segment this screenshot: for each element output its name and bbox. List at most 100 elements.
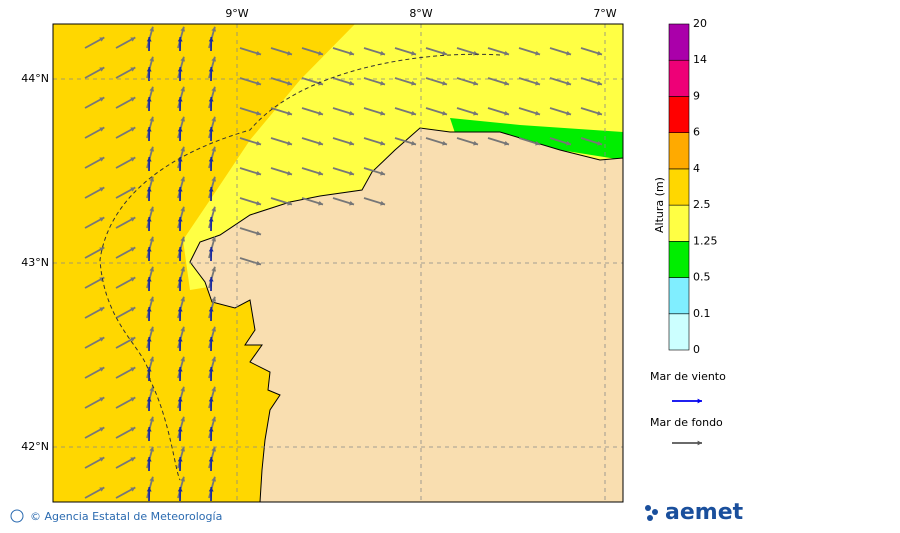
arrow-head	[146, 397, 152, 402]
arrow-head	[146, 97, 152, 102]
colorbar-label: 2.5	[693, 198, 711, 211]
arrow-head	[566, 50, 572, 56]
arrow-head	[211, 86, 217, 92]
arrow-head	[287, 200, 293, 206]
arrow-head	[146, 487, 152, 492]
arrow-head	[180, 446, 186, 452]
colorbar-label: 0.1	[693, 307, 711, 320]
arrow-head	[566, 140, 572, 146]
arrow-head	[177, 67, 183, 72]
lat-label: 43°N	[21, 256, 49, 269]
arrow-head	[597, 140, 603, 146]
arrow-head	[208, 457, 214, 462]
arrow-head	[208, 67, 214, 72]
arrow-head	[149, 326, 155, 332]
arrow-head	[180, 146, 186, 152]
arrow-head	[99, 217, 105, 222]
arrow-head	[99, 187, 105, 192]
arrow-head	[130, 277, 136, 282]
arrow-head	[180, 416, 186, 422]
arrow-head	[180, 86, 186, 92]
arrow-head	[211, 476, 217, 482]
arrow-head	[99, 367, 105, 372]
arrow-head	[177, 487, 183, 492]
arrow-head	[208, 217, 214, 222]
arrow-head	[256, 170, 262, 176]
arrow-head	[597, 50, 603, 56]
arrow-head	[146, 217, 152, 222]
arrow-head	[177, 307, 183, 312]
legend-label: Mar de viento	[650, 370, 726, 383]
arrow-head	[208, 187, 214, 192]
arrow-head	[318, 50, 324, 56]
arrow-head	[130, 157, 136, 162]
arrow-head	[211, 236, 217, 242]
colorbar-swatch	[668, 96, 690, 133]
arrow-head	[146, 307, 152, 312]
arrow-head	[99, 67, 105, 72]
arrow-head	[349, 200, 355, 206]
colorbar-label: 20	[693, 17, 707, 30]
arrow-head	[208, 307, 214, 312]
arrow-head	[211, 296, 217, 302]
arrow-head	[349, 50, 355, 56]
arrow-head	[211, 416, 217, 422]
arrow-head	[380, 170, 386, 176]
logo-mark	[645, 505, 658, 521]
colorbar-swatch	[668, 23, 690, 61]
map	[53, 24, 623, 502]
colorbar-swatch	[668, 168, 690, 206]
colorbar-swatch	[668, 132, 690, 170]
arrow-head	[697, 440, 702, 446]
arrow-head	[180, 266, 186, 272]
arrow-head	[504, 110, 510, 116]
arrow-head	[211, 326, 217, 332]
arrow-head	[180, 26, 186, 32]
arrow-head	[535, 80, 541, 86]
arrow-head	[318, 110, 324, 116]
arrow-head	[177, 367, 183, 372]
arrow-head	[349, 80, 355, 86]
arrow-head	[287, 140, 293, 146]
arrow-head	[211, 386, 217, 392]
logo: aemet	[665, 500, 744, 525]
arrow-head	[504, 80, 510, 86]
lon-label: 7°W	[593, 7, 616, 20]
colorbar-label: 9	[693, 89, 700, 102]
arrow-head	[473, 80, 479, 86]
arrow-head	[208, 487, 214, 492]
arrow-head	[99, 97, 105, 102]
arrow-head	[130, 337, 136, 342]
arrow-head	[99, 37, 105, 42]
arrow-head	[146, 337, 152, 342]
arrow-head	[146, 187, 152, 192]
arrow-head	[149, 56, 155, 62]
zone-border	[99, 53, 501, 481]
arrow-head	[99, 337, 105, 342]
arrow-head	[211, 446, 217, 452]
arrow-head	[211, 266, 217, 272]
arrow-head	[411, 140, 417, 146]
arrow-head	[180, 236, 186, 242]
arrow-head	[411, 50, 417, 56]
arrow-head	[99, 127, 105, 132]
arrow-head	[146, 247, 152, 252]
colorbar-label: 1.25	[693, 234, 718, 247]
wave-arrows	[84, 26, 603, 502]
arrow-head	[130, 307, 136, 312]
arrow-head	[130, 127, 136, 132]
arrow-head	[130, 187, 136, 192]
arrow-head	[177, 187, 183, 192]
arrow-head	[149, 356, 155, 362]
arrow-head	[180, 326, 186, 332]
lat-label: 44°N	[21, 72, 49, 85]
arrow-head	[256, 110, 262, 116]
arrow-head	[146, 367, 152, 372]
arrow-head	[177, 397, 183, 402]
arrow-head	[130, 37, 136, 42]
arrow-head	[180, 56, 186, 62]
arrow-head	[149, 236, 155, 242]
arrow-head	[208, 397, 214, 402]
arrow-head	[318, 140, 324, 146]
